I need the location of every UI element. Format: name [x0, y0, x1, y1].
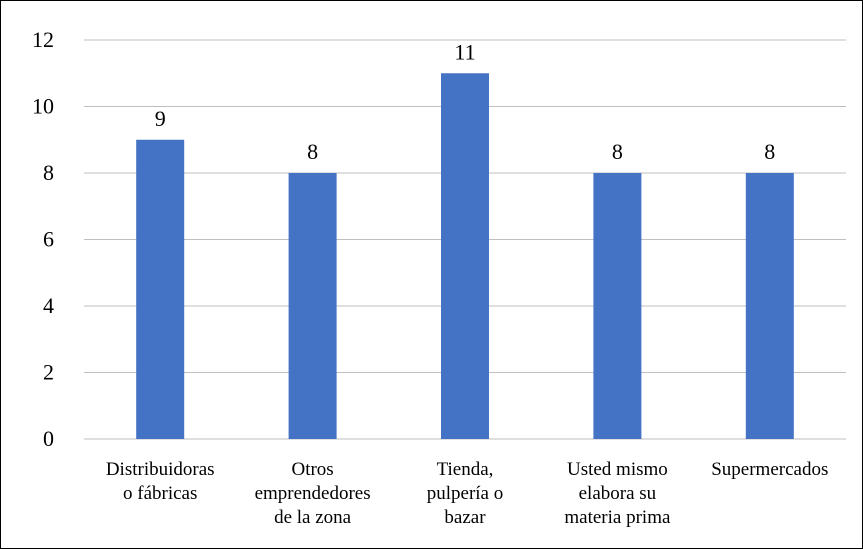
data-label: 9 — [155, 106, 166, 131]
category-label: Usted mismo elabora su materia prima — [564, 459, 671, 528]
y-tick-label: 4 — [43, 293, 54, 318]
data-label: 11 — [454, 39, 475, 64]
bar — [745, 173, 794, 439]
data-labels: 9 8 11 8 8 — [155, 39, 776, 164]
category-label: Supermercados — [711, 459, 828, 480]
data-label: 8 — [764, 139, 775, 164]
y-axis-ticks: 0 2 4 6 8 10 12 — [32, 27, 54, 451]
y-tick-label: 2 — [43, 360, 54, 385]
bar — [288, 173, 337, 439]
data-label: 8 — [307, 139, 318, 164]
y-tick-label: 8 — [43, 160, 54, 185]
category-label: Otros emprendedores de la zona — [255, 459, 371, 528]
data-label: 8 — [612, 139, 623, 164]
y-tick-label: 12 — [32, 27, 54, 52]
category-label: Tienda, pulpería o bazar — [427, 459, 504, 528]
bar — [136, 139, 185, 439]
y-tick-label: 6 — [43, 227, 54, 252]
bar — [593, 173, 642, 439]
category-label: Distribuidoras o fábricas — [106, 459, 215, 504]
bars — [136, 73, 794, 439]
y-tick-label: 10 — [32, 94, 54, 119]
bar — [441, 73, 489, 439]
y-tick-label: 0 — [43, 426, 54, 451]
x-axis-categories: Distribuidoras o fábricas Otros emprendedor… — [106, 459, 829, 528]
